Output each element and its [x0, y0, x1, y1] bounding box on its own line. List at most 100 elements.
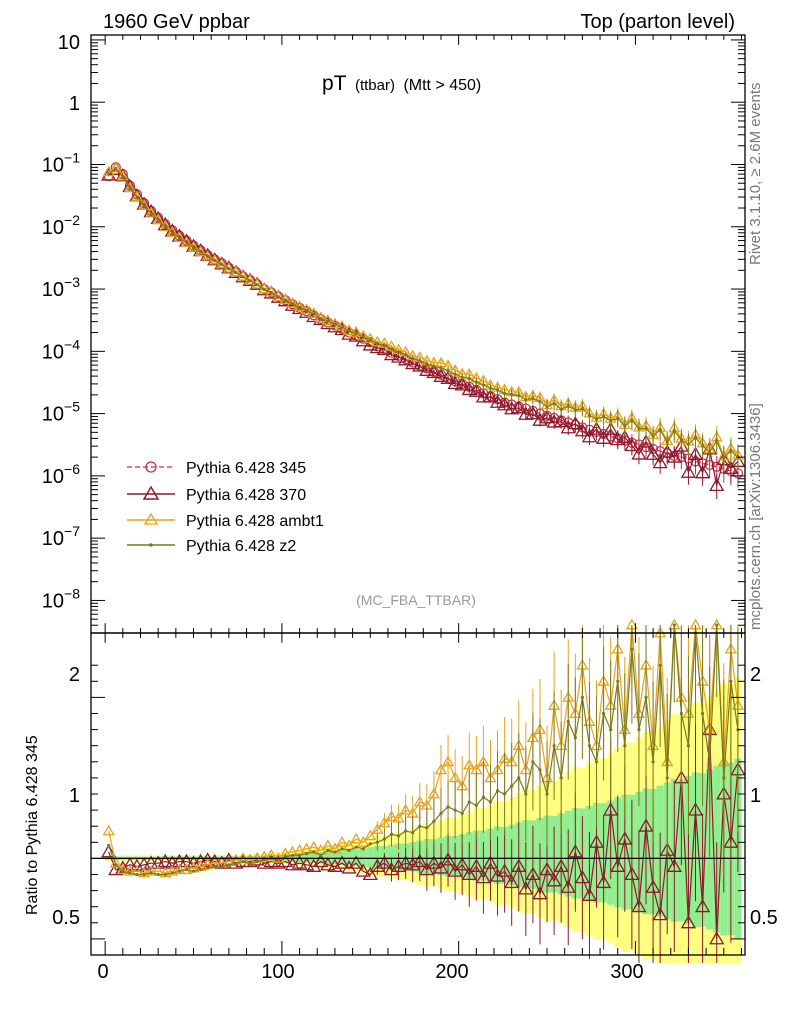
- ratio-point: [299, 857, 315, 871]
- data-point: [666, 449, 682, 463]
- mcplots-label: mcplots.cern.ch [arXiv:1306.3436]: [747, 403, 764, 630]
- data-point: [173, 231, 186, 243]
- ratio-point: [517, 776, 521, 780]
- title-sub1: (ttbar): [355, 77, 395, 94]
- ratio-point: [419, 861, 435, 876]
- ratio-ylabel: Ratio to Pythia 6.428 345: [24, 735, 41, 915]
- ratio-point: [234, 861, 238, 865]
- ratio-point: [567, 844, 583, 858]
- ratio-point: [447, 863, 463, 877]
- ratio-point: [135, 872, 139, 877]
- ytick-label: 10−7: [42, 523, 80, 550]
- data-point: [220, 262, 224, 267]
- ratio-point: [427, 787, 441, 799]
- data-point: [645, 446, 661, 460]
- data-point: [610, 431, 626, 446]
- ratio-point: [418, 824, 422, 828]
- ratio-point: [283, 855, 288, 859]
- data-point: [418, 359, 422, 363]
- data-point: [255, 283, 259, 287]
- ratio-point: [475, 869, 492, 884]
- ratio-point: [255, 860, 259, 864]
- ratio-point: [525, 866, 541, 881]
- data-point: [269, 290, 273, 295]
- data-point: [679, 438, 683, 442]
- data-point: [198, 250, 203, 254]
- ratio-point: [609, 728, 613, 732]
- ratio-point: [276, 858, 280, 862]
- ratio-point: [623, 744, 627, 748]
- data-point: [368, 338, 372, 342]
- data-point: [107, 172, 111, 176]
- data-point: [539, 410, 555, 424]
- ratio-point: [645, 879, 661, 893]
- legend-marker: [145, 461, 157, 473]
- ratio-point: [290, 853, 295, 857]
- title-main: pT: [322, 72, 347, 95]
- data-point: [123, 181, 137, 193]
- data-point: [460, 375, 464, 379]
- legend-label: Pythia 6.428 370: [186, 487, 306, 504]
- ratio-point: [566, 719, 570, 724]
- ratio-point: [376, 855, 393, 869]
- data-point: [581, 429, 598, 443]
- ratio-tick-label: 2: [69, 664, 80, 686]
- data-point: [651, 434, 655, 438]
- data-point: [305, 308, 309, 313]
- data-point: [503, 391, 507, 396]
- ratio-point: [262, 858, 266, 862]
- data-point: [481, 383, 485, 387]
- data-point: [495, 388, 500, 392]
- legend-entry: Pythia 6.428 345: [127, 460, 306, 477]
- ratio-point: [227, 863, 231, 867]
- data-point: [177, 236, 181, 240]
- ratio-point: [333, 850, 337, 854]
- ratio-point: [581, 887, 598, 901]
- ratio-point: [588, 834, 605, 848]
- data-point: [432, 364, 436, 368]
- ratio-point: [114, 863, 118, 867]
- ratio-point: [616, 679, 620, 683]
- legend-marker: [143, 512, 159, 525]
- ratio-point: [511, 858, 527, 872]
- data-point: [404, 353, 408, 357]
- ratio-point: [573, 736, 577, 740]
- ratio-point: [454, 857, 470, 871]
- ratio-point: [489, 868, 506, 882]
- ratio-point: [378, 816, 391, 828]
- data-point: [552, 402, 556, 406]
- title-sub2: (Mtt > 450): [403, 77, 481, 94]
- ytick-label: 10−4: [42, 336, 80, 363]
- data-point: [624, 437, 640, 452]
- header-left: 1960 GeV ppbar: [103, 11, 250, 33]
- ratio-point: [433, 860, 449, 874]
- ratio-point: [413, 795, 426, 807]
- ratio-point: [411, 831, 415, 835]
- ratio-point: [482, 855, 499, 869]
- ytick-label: 10−3: [42, 274, 80, 301]
- data-point: [121, 174, 125, 178]
- data-point: [248, 279, 252, 283]
- ratio-point: [327, 858, 343, 872]
- ratio-point: [170, 871, 174, 875]
- ratio-point: [383, 861, 400, 876]
- ratio-point: [369, 858, 385, 872]
- axes-layer: [90, 34, 746, 956]
- data-point: [616, 416, 620, 420]
- ratio-point: [441, 755, 455, 767]
- data-point: [411, 356, 415, 361]
- data-point: [694, 465, 711, 479]
- ratio-point: [122, 857, 138, 871]
- data-point: [276, 295, 280, 299]
- ratio-point: [206, 866, 210, 870]
- data-point: [511, 400, 527, 414]
- ratio-point: [722, 776, 726, 780]
- data-point: [574, 423, 591, 437]
- data-point: [135, 195, 139, 199]
- data-point: [170, 231, 174, 235]
- ratio-point: [340, 847, 344, 851]
- xtick-label: 0: [97, 961, 108, 983]
- ratio-point: [184, 868, 189, 872]
- data-point: [723, 460, 739, 474]
- ratio-tick-label: 0.5: [52, 907, 80, 929]
